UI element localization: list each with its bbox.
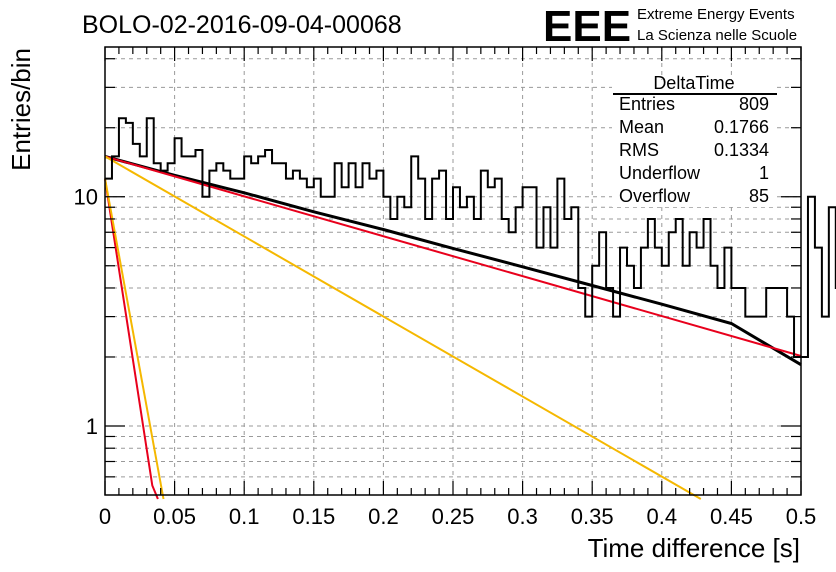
x-tick-label: 0.4 bbox=[647, 504, 678, 529]
x-tick-label: 0.3 bbox=[507, 504, 538, 529]
stats-rows: Entries 809 Mean 0.1766 RMS 0.1334 Underflow 1 O… bbox=[619, 94, 769, 206]
x-tick-label: 0.1 bbox=[229, 504, 260, 529]
tick-labels: 0 0.05 0.1 0.15 0.2 0.25 0.3 0.35 0.4 0.45 0.5 1 10 bbox=[74, 185, 817, 529]
x-tick-label: 0.15 bbox=[292, 504, 335, 529]
stats-label-mean: Mean bbox=[619, 117, 664, 137]
fit-curve-1 bbox=[104, 154, 802, 366]
eee-logo: EEE Extreme Energy Events La Scienza nel… bbox=[543, 2, 797, 51]
stats-label-underflow: Underflow bbox=[619, 163, 701, 183]
stats-value-overflow: 85 bbox=[749, 186, 769, 206]
stats-box-background bbox=[612, 80, 777, 207]
x-tick-label: 0.45 bbox=[710, 504, 753, 529]
stats-label-rms: RMS bbox=[619, 140, 659, 160]
fit-curve-3 bbox=[104, 155, 702, 500]
stats-label-overflow: Overflow bbox=[619, 186, 691, 206]
axis-ticks bbox=[104, 47, 802, 495]
stats-value-mean: 0.1766 bbox=[714, 117, 769, 137]
chart-title: BOLO-02-2016-09-04-00068 bbox=[82, 11, 402, 39]
x-tick-label: 0.25 bbox=[432, 504, 475, 529]
stats-value-underflow: 1 bbox=[759, 163, 769, 183]
stats-label-entries: Entries bbox=[619, 94, 675, 114]
eee-logo-line2: La Scienza nelle Scuole bbox=[637, 27, 797, 44]
histogram bbox=[105, 117, 836, 358]
x-tick-label: 0 bbox=[99, 504, 111, 529]
stats-value-rms: 0.1334 bbox=[714, 140, 769, 160]
stats-box: DeltaTime Entries 809 Mean 0.1766 RMS 0.1334 U… bbox=[612, 73, 777, 207]
stats-value-entries: 809 bbox=[739, 94, 769, 114]
fit-curve-2 bbox=[104, 155, 802, 357]
stats-box-title: DeltaTime bbox=[653, 73, 734, 93]
x-tick-label: 0.5 bbox=[786, 504, 817, 529]
y-tick-label: 10 bbox=[74, 185, 98, 210]
eee-logo-line1: Extreme Energy Events bbox=[637, 6, 795, 23]
x-tick-label: 0.2 bbox=[368, 504, 399, 529]
eee-logo-mark: EEE bbox=[543, 2, 631, 51]
x-tick-label: 0.05 bbox=[153, 504, 196, 529]
x-axis-label: Time difference [s] bbox=[588, 533, 800, 563]
x-tick-label: 0.35 bbox=[571, 504, 614, 529]
y-tick-label: 1 bbox=[86, 414, 98, 439]
y-axis-label: Entries/bin bbox=[6, 48, 36, 171]
